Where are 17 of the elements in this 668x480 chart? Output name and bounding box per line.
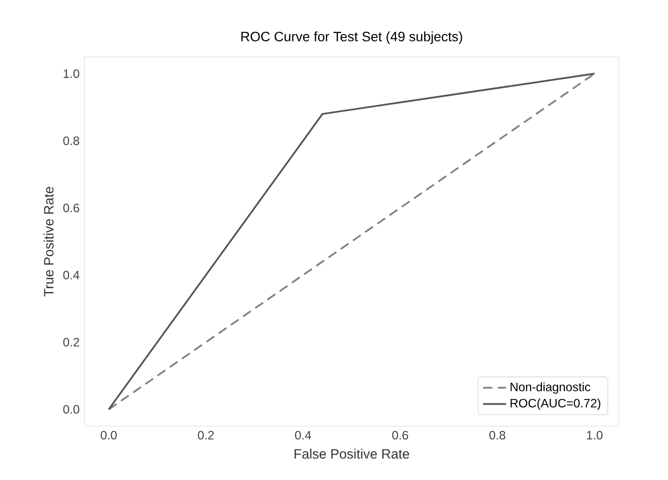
x-tick-label: 0.4 [295,430,312,440]
x-tick-label: 1.0 [587,430,602,440]
x-axis-title: False Positive Rate [294,448,410,459]
y-tick-label: 0.4 [63,270,80,280]
x-tick-label: 0.0 [100,430,117,440]
x-tick-label: 0.8 [489,430,506,440]
y-tick-label: 0.8 [63,136,80,146]
x-tick-label: 0.6 [392,430,408,440]
y-tick-label: 0.2 [63,338,80,347]
legend-label: ROC(AUC=0.72) [510,398,600,410]
y-tick-label: 0.6 [63,204,80,212]
legend-label: Non-diagnostic [510,382,590,394]
chart-title: ROC Curve for Test Set (49 subjects) [241,31,462,44]
y-tick-label: 0.0 [63,405,80,414]
y-axis-title: True Positive Rate [44,186,54,297]
x-tick-label: 0.2 [198,430,214,440]
y-tick-label: 1.0 [64,69,80,78]
